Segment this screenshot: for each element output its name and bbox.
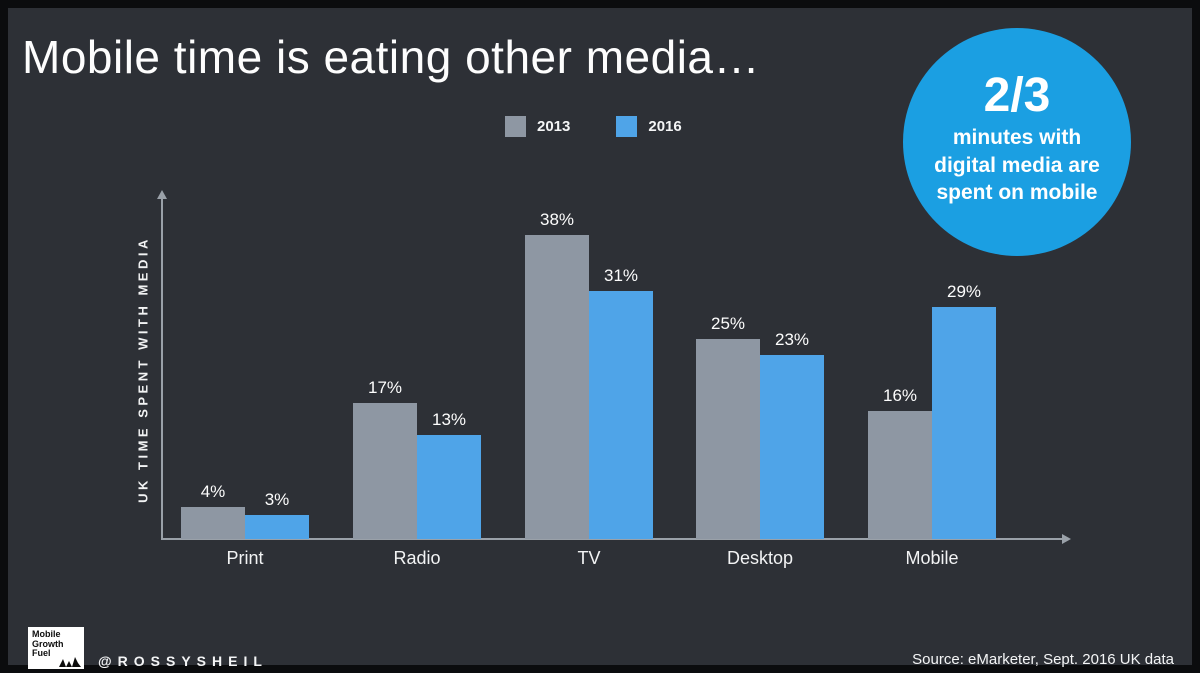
bar-2016-tv [589,291,653,539]
bar-2016-desktop [760,355,824,539]
x-axis-label-mobile: Mobile [905,548,959,568]
bar-2013-tv [525,235,589,539]
bar-col-2013-radio: 17% [353,194,417,539]
legend-item-2013: 2013 [505,116,570,137]
bar-value-label: 29% [946,282,982,301]
logo-line-3: Fuel [32,648,51,659]
bar-2013-radio [353,403,417,539]
bar-value-label: 13% [431,410,467,429]
flame-icon [59,657,81,667]
page-title: Mobile time is eating other media… [22,31,760,83]
legend-item-2016: 2016 [616,116,682,137]
highlight-circle: 2/3 minutes with digital media are spent… [903,28,1131,256]
bar-2013-desktop [696,339,760,539]
y-axis-title: UK TIME SPENT WITH MEDIA [135,236,151,503]
logo-line-1: Mobile [32,629,61,639]
bar-group-mobile: 16% 29% [868,194,996,539]
legend-swatch-2013 [505,116,526,137]
bar-col-2013-desktop: 25% [696,194,760,539]
bar-value-label: 25% [710,314,746,333]
bar-col-2013-tv: 38% [525,194,589,539]
bar-2013-print [181,507,245,539]
bar-group-print: 4% 3% [181,194,309,539]
x-axis-arrow-icon [1062,534,1071,544]
x-axis-line [161,538,1064,540]
legend-label-2013: 2013 [537,118,571,135]
highlight-fraction: 2/3 [983,68,1051,122]
bar-col-2016-desktop: 23% [760,194,824,539]
bar-col-2016-print: 3% [245,194,309,539]
bar-col-2013-print: 4% [181,194,245,539]
bar-group-desktop: 25% 23% [696,194,824,539]
mobile-growth-fuel-logo: Mobile Growth Fuel [28,627,84,669]
twitter-handle: @ROSSYSHEIL [98,653,268,669]
x-axis-label-radio: Radio [393,548,441,568]
x-axis-labels: Print Radio TV Desktop Mobile [162,548,1070,574]
logo-line-2: Growth [32,638,64,649]
plot-area: 4% 3% 17% 13% 38% 31% 25% 23% 16% 29% [162,194,1070,539]
x-axis-label-tv: TV [577,548,601,568]
bar-value-label: 4% [200,482,226,501]
highlight-text: minutes with digital media are spent on … [934,126,1100,205]
bar-value-label: 3% [264,490,290,509]
bar-value-label: 16% [882,386,918,405]
bar-col-2016-mobile: 29% [932,194,996,539]
bar-2016-mobile [932,307,996,539]
bar-value-label: 23% [774,330,810,349]
y-axis-arrow-icon [157,190,167,199]
legend-label-2016: 2016 [648,118,682,135]
chart-legend: 2013 2016 [505,116,682,137]
bar-col-2016-radio: 13% [417,194,481,539]
y-axis-line [161,199,163,540]
bar-2013-mobile [868,411,932,539]
x-axis-label-desktop: Desktop [726,548,794,568]
bar-value-label: 17% [367,378,403,397]
bar-2016-print [245,515,309,539]
bar-value-label: 38% [539,210,575,229]
source-note: Source: eMarketer, Sept. 2016 UK data [912,651,1174,668]
bar-group-tv: 38% 31% [525,194,653,539]
bar-col-2013-mobile: 16% [868,194,932,539]
legend-swatch-2016 [616,116,638,137]
bar-value-label: 31% [603,266,639,285]
bar-group-radio: 17% 13% [353,194,481,539]
x-axis-label-print: Print [226,548,264,568]
bar-col-2016-tv: 31% [589,194,653,539]
bar-2016-radio [417,435,481,539]
